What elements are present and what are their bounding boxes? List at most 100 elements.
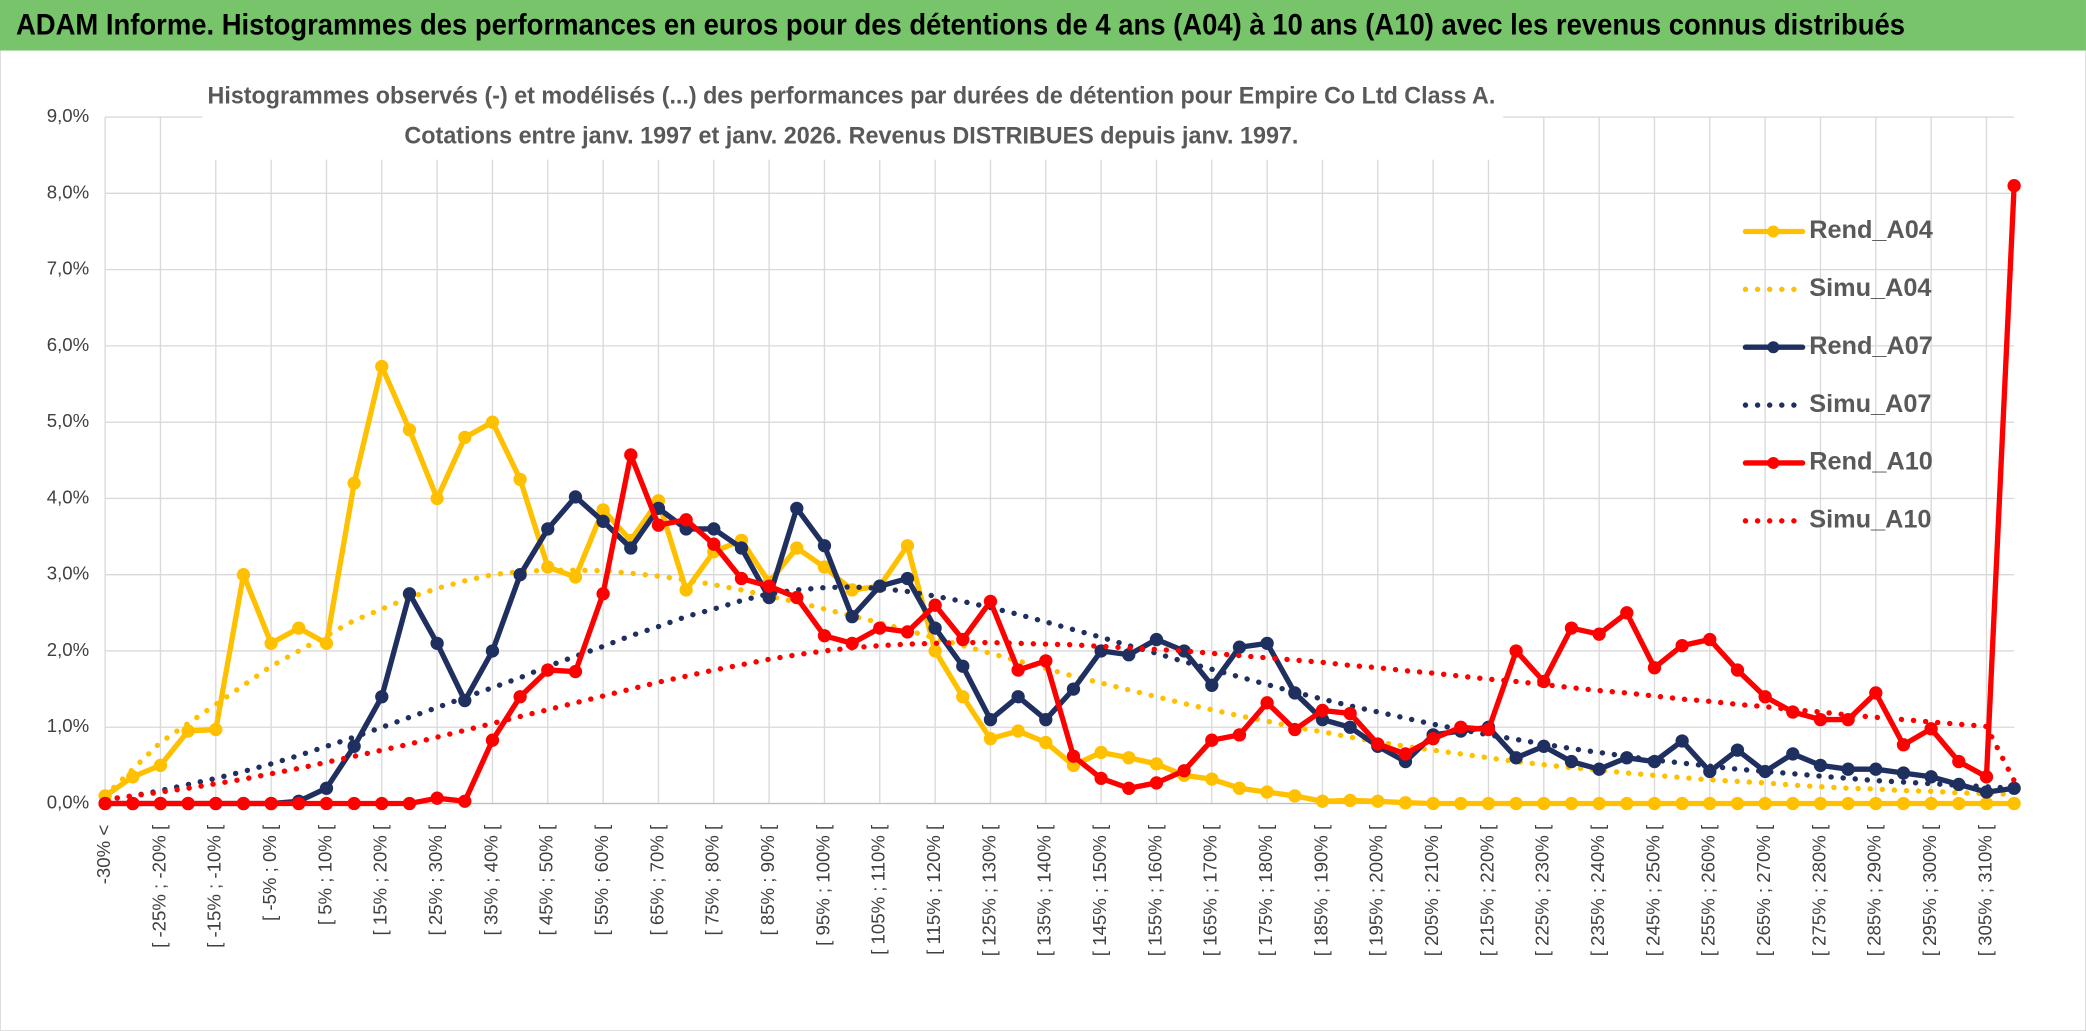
data-point [845, 609, 859, 624]
data-point [541, 663, 555, 677]
data-point [1122, 781, 1136, 795]
data-point [1675, 796, 1689, 811]
data-point [458, 794, 472, 808]
data-point [1122, 751, 1136, 765]
data-point [1592, 796, 1606, 811]
x-tick-label: [ 75% ; 80% [ [702, 824, 723, 936]
x-tick-label: [ 165% ; 170% [ [1200, 824, 1221, 956]
legend-label: Rend_A07 [1809, 332, 1933, 360]
header-band [0, 0, 2086, 51]
data-point [181, 796, 195, 811]
data-point [1869, 686, 1883, 700]
legend-label: Simu_A07 [1809, 390, 1931, 418]
data-point [1205, 772, 1219, 786]
x-tick-label: [ 185% ; 190% [ [1310, 824, 1331, 956]
data-point [1896, 738, 1911, 752]
data-point [1288, 789, 1302, 803]
data-point [1786, 747, 1800, 761]
series-line [102, 363, 2017, 807]
x-tick-label: [ 25% ; 30% [ [425, 824, 446, 936]
data-point [1039, 735, 1053, 750]
x-tick-label: [ 85% ; 90% [ [757, 824, 778, 936]
x-tick-label: [ 125% ; 130% [ [978, 824, 999, 956]
data-point [956, 659, 970, 673]
data-point [1039, 654, 1053, 668]
data-point [1343, 720, 1357, 734]
chart-subtitle: Cotations entre janv. 1997 et janv. 2026… [404, 122, 1298, 149]
data-point [236, 796, 251, 811]
data-point [568, 570, 583, 584]
data-point [1869, 762, 1883, 776]
data-point [928, 598, 942, 612]
data-point [568, 664, 583, 679]
x-tick-label: [ 145% ; 150% [ [1089, 824, 1110, 956]
data-point [1758, 796, 1772, 811]
data-point [181, 724, 195, 738]
data-point [1426, 732, 1440, 746]
series-line [102, 639, 2017, 803]
data-point [762, 579, 776, 593]
data-point [596, 503, 610, 517]
data-point [513, 472, 527, 487]
data-point [153, 796, 168, 811]
data-point [1896, 766, 1911, 780]
data-point [430, 791, 444, 805]
data-point [1979, 770, 1994, 784]
data-point [1675, 638, 1689, 653]
data-point [1011, 690, 1025, 704]
data-point [1205, 733, 1219, 747]
data-point [485, 644, 500, 658]
data-point [402, 796, 417, 811]
x-tick-label: [ 295% ; 300% [ [1919, 824, 1940, 956]
data-point [651, 518, 666, 532]
data-point [126, 796, 140, 811]
data-point [1343, 793, 1357, 808]
data-point [292, 621, 306, 635]
data-point [153, 758, 168, 773]
data-point [1564, 754, 1579, 769]
data-point [1730, 796, 1745, 811]
data-point [1896, 796, 1911, 811]
data-point [568, 490, 583, 504]
data-point [1066, 749, 1081, 763]
data-point [513, 690, 527, 704]
data-point [209, 722, 223, 737]
data-point [956, 690, 970, 704]
data-point [347, 796, 361, 811]
x-tick-label: [ 175% ; 180% [ [1255, 824, 1276, 956]
data-point [928, 621, 942, 635]
x-tick-label: [ 65% ; 70% [ [646, 824, 667, 936]
data-point [1592, 762, 1606, 776]
legend-marker [1767, 456, 1780, 469]
x-tick-label: [ 155% ; 160% [ [1144, 824, 1165, 956]
data-point [1260, 636, 1274, 650]
data-point [1564, 621, 1579, 635]
data-point [1205, 678, 1219, 692]
data-point [319, 781, 334, 795]
data-point [734, 571, 749, 586]
data-point [375, 690, 389, 704]
x-tick-label: [ -15% ; -10% [ [204, 824, 225, 948]
data-point [485, 415, 500, 429]
data-point [1122, 648, 1136, 662]
x-tick-label: [ 245% ; 250% [ [1642, 824, 1663, 956]
x-tick-label: [ 35% ; 40% [ [480, 824, 501, 936]
data-point [1149, 776, 1164, 790]
plot-area: 0,0% 1,0% 2,0% 3,0% 4,0% 5,0% 6,0% 7,0% 8,0% 9,0%… [47, 105, 2021, 956]
data-point [1454, 796, 1468, 811]
data-point [1952, 796, 1966, 811]
data-point [1481, 796, 1496, 811]
data-point [1454, 720, 1468, 734]
x-tick-label: [ 55% ; 60% [ [591, 824, 612, 936]
data-point [2007, 796, 2021, 811]
data-point [1675, 734, 1689, 748]
data-point [1730, 743, 1745, 757]
data-point [596, 514, 610, 528]
data-point [1011, 724, 1025, 738]
header-title: ADAM Informe. Histogrammes des performan… [16, 9, 1905, 41]
data-point [1537, 796, 1551, 811]
x-tick-label: -30% < [93, 825, 114, 884]
x-tick-label: [ 205% ; 210% [ [1421, 824, 1442, 956]
data-point [1149, 632, 1164, 647]
